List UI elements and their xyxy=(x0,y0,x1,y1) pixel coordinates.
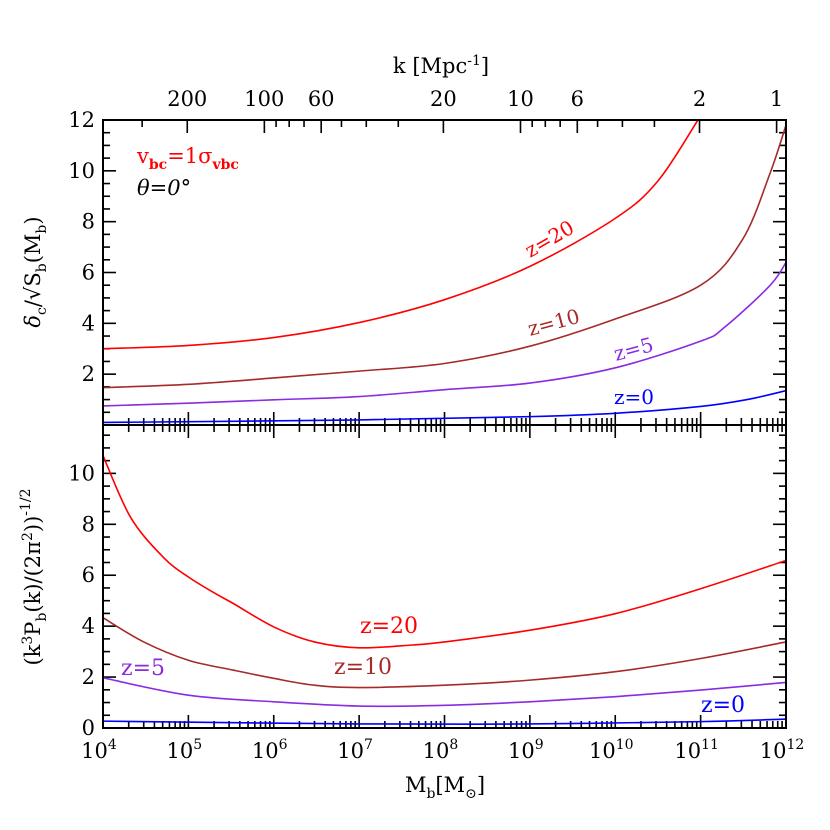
x-tick-label: 104 xyxy=(81,737,117,763)
k-tick-label: 60 xyxy=(308,87,335,111)
top-y-tick-label: 12 xyxy=(68,108,95,132)
top-y-axis-label: δc/√Sb(Mb) xyxy=(21,216,50,327)
bottom-y-tick-label: 10 xyxy=(68,461,95,485)
x-tick-label: 108 xyxy=(423,737,459,763)
top-curve-z0 xyxy=(103,389,786,424)
bottom-y-tick-label: 0 xyxy=(82,716,95,740)
bottom-label-z20: z=20 xyxy=(360,614,418,639)
bottom-curve-z10 xyxy=(103,617,786,689)
k-tick-label: 6 xyxy=(571,87,584,111)
top-y-tick-label: 10 xyxy=(68,159,95,183)
k-tick-label: 100 xyxy=(244,87,284,111)
x-tick-label: 109 xyxy=(508,737,544,763)
top-axis-label: k [Mpc-1] xyxy=(393,53,489,78)
vbc-annotation: vbc=1σvbc xyxy=(136,144,239,173)
k-tick-label: 10 xyxy=(507,87,534,111)
top-label-z10: z=10 xyxy=(525,304,582,341)
x-tick-label: 107 xyxy=(337,737,373,763)
k-tick-label: 2 xyxy=(693,87,706,111)
top-y-tick-label: 4 xyxy=(82,311,95,335)
top-curve-z20 xyxy=(103,120,699,350)
top-label-z20: z=20 xyxy=(521,215,579,262)
x-tick-label: 1012 xyxy=(760,737,805,763)
bottom-y-tick-label: 6 xyxy=(82,563,95,587)
top-y-tick-label: 6 xyxy=(82,261,95,285)
top-curve-z10 xyxy=(103,124,786,389)
top-y-tick-label: 8 xyxy=(82,210,95,234)
k-tick-label: 1 xyxy=(770,87,783,111)
top-axis-tick-labels: 200 100 60 20 10 6 2 1 xyxy=(167,87,783,111)
bottom-label-z10: z=10 xyxy=(334,655,392,680)
bottom-y-axis-label: (k3Pb(k)/(2π2))-1/2 xyxy=(18,488,50,665)
bottom-y-tick-label: 8 xyxy=(82,512,95,536)
k-tick-label: 20 xyxy=(430,87,457,111)
top-curve-z5 xyxy=(103,261,786,407)
x-tick-label: 105 xyxy=(167,737,203,763)
bottom-curve-z5 xyxy=(103,677,786,708)
top-label-z0: z=0 xyxy=(614,385,654,409)
bottom-label-z5: z=5 xyxy=(121,656,165,681)
bottom-curve-z20 xyxy=(103,455,786,649)
bottom-panel-frame xyxy=(102,424,787,729)
k-tick-label: 200 xyxy=(167,87,207,111)
bottom-curve-z0 xyxy=(103,718,786,726)
x-tick-label: 1010 xyxy=(589,737,634,763)
x-tick-label: 1011 xyxy=(674,737,719,763)
bottom-y-tick-label: 4 xyxy=(82,614,95,638)
theta-annotation: θ=0° xyxy=(137,176,191,200)
x-tick-label: 106 xyxy=(252,737,288,763)
bottom-label-z0: z=0 xyxy=(701,693,745,718)
top-y-tick-label: 2 xyxy=(82,362,95,386)
x-axis-label: Mb[M⊙] xyxy=(405,773,485,802)
curves xyxy=(103,120,786,726)
bottom-y-tick-label: 2 xyxy=(82,665,95,689)
top-label-z5: z=5 xyxy=(611,332,656,366)
